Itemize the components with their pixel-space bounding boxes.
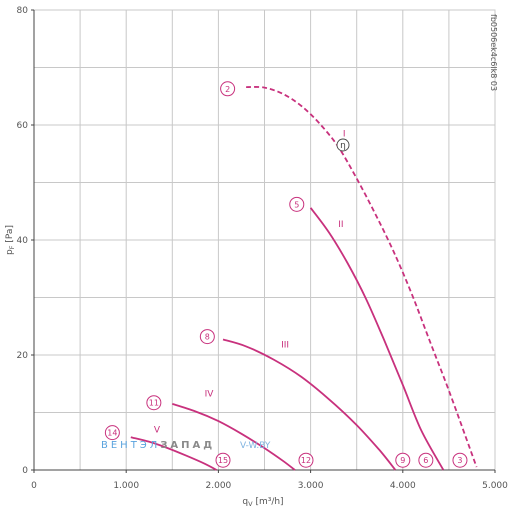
curve-label-I: I <box>343 130 346 140</box>
marker-label: 14 <box>107 429 117 438</box>
grid <box>33 9 496 471</box>
markers: 2 5 8 11 14 15 12 9 6 3 <box>104 81 468 468</box>
x-tick-label: 1.000 <box>113 481 139 491</box>
curve-III <box>222 338 397 471</box>
marker-label: 11 <box>149 399 159 408</box>
operating-point-marker: 14 <box>104 425 120 441</box>
marker-circle <box>289 196 305 212</box>
marker-label: 9 <box>400 456 405 465</box>
marker-circle <box>298 452 314 468</box>
y-tick-label: 0 <box>22 466 28 476</box>
operating-point-marker: 3 <box>452 452 468 468</box>
marker-circle <box>452 452 468 468</box>
axes: 0 1.000 2.000 3.000 4.000 5.000 0 20 40 60 80 <box>17 6 509 491</box>
watermark: ВЕНТЭЛЗАПАД V-W.BY <box>101 440 271 451</box>
y-tick-label: 20 <box>17 351 29 361</box>
marker-label: 8 <box>205 333 210 342</box>
efficiency-symbol: η <box>340 141 346 151</box>
marker-label: 12 <box>301 456 311 465</box>
operating-point-marker: 5 <box>289 196 305 212</box>
marker-label: 6 <box>423 456 428 465</box>
x-tick-label: 5.000 <box>482 481 508 491</box>
curve-I <box>246 86 478 468</box>
watermark-text: ВЕНТЭЛЗАПАД <box>101 440 215 451</box>
marker-circle <box>199 329 215 345</box>
marker-circle <box>215 452 231 468</box>
y-tick-label: 60 <box>17 121 29 131</box>
x-tick-label: 0 <box>31 481 37 491</box>
marker-circle <box>395 452 411 468</box>
curve-II <box>309 207 445 471</box>
operating-point-marker: 6 <box>418 452 434 468</box>
side-code-text: fb0506ek4c6lk8 03 <box>489 14 498 91</box>
y-tick-label: 80 <box>17 6 29 16</box>
operating-point-marker: 8 <box>199 329 215 345</box>
y-axis-label: pF [Pa] <box>5 225 16 255</box>
curve-label-II: II <box>338 220 343 230</box>
curve-IV <box>172 403 296 471</box>
marker-circle <box>104 425 120 441</box>
efficiency-marker: η <box>336 138 350 152</box>
marker-label: 3 <box>457 456 462 465</box>
marker-circle <box>146 395 162 411</box>
operating-point-marker: 9 <box>395 452 411 468</box>
curve-label-V: V <box>154 426 161 436</box>
watermark-url: V-W.BY <box>240 441 271 451</box>
x-axis-label: qV [m³/h] <box>242 497 283 508</box>
operating-point-marker: 12 <box>298 452 314 468</box>
marker-label: 15 <box>218 456 228 465</box>
x-tick-label: 2.000 <box>206 481 232 491</box>
x-tick-label: 3.000 <box>298 481 324 491</box>
marker-circle <box>220 81 236 97</box>
curve-V <box>130 436 218 471</box>
curve-label-III: III <box>281 341 289 351</box>
x-tick-label: 4.000 <box>390 481 416 491</box>
operating-point-marker: 2 <box>220 81 236 97</box>
operating-point-marker: 15 <box>215 452 231 468</box>
marker-circle <box>418 452 434 468</box>
operating-point-marker: 11 <box>146 395 162 411</box>
marker-label: 2 <box>225 85 230 94</box>
curve-label-IV: IV <box>205 389 215 399</box>
marker-label: 5 <box>294 200 299 209</box>
y-tick-label: 40 <box>17 236 29 246</box>
